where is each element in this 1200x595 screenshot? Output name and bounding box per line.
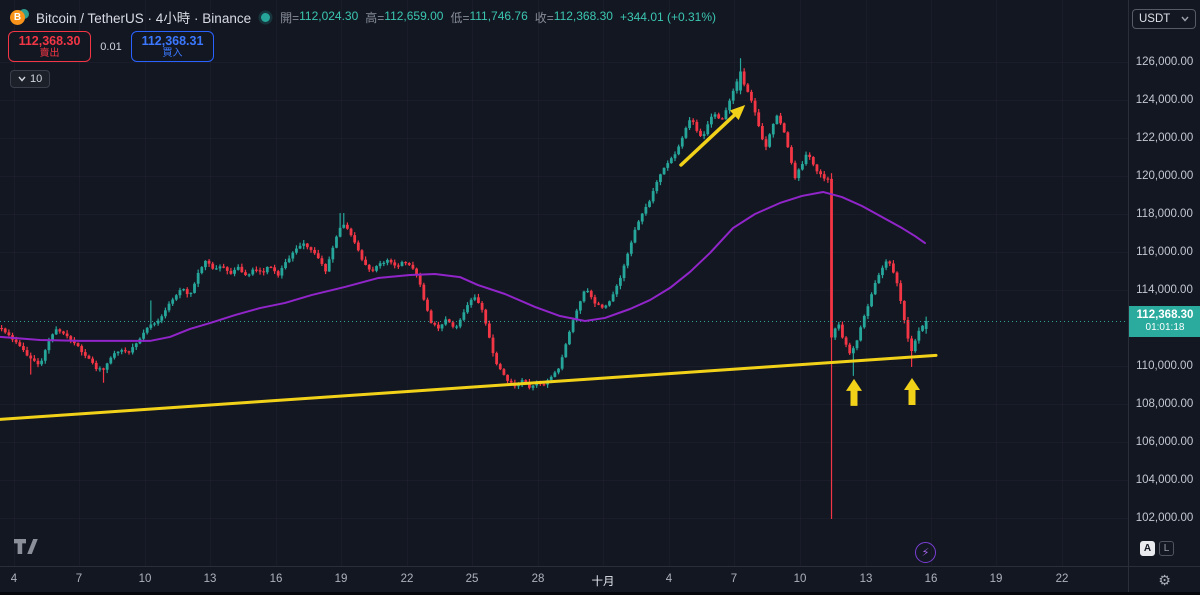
sell-label: 賣出 (39, 47, 60, 59)
buy-label: 買入 (162, 47, 183, 59)
time-axis-label: 10 (138, 573, 152, 585)
chart-legend: B Bitcoin / TetherUS · 4小時 · Binance 開= 1… (10, 7, 716, 27)
price-axis-label: 110,000.00 (1136, 360, 1193, 372)
symbol-pair-icon: B (10, 8, 29, 26)
price-axis-label: 114,000.00 (1136, 284, 1193, 296)
scale-mode-buttons: A L (1140, 541, 1174, 556)
countdown-widget-value: 10 (30, 73, 43, 85)
price-chart[interactable] (0, 0, 1128, 566)
trade-panel: 112,368.30 賣出 0.01 112,368.31 買入 (8, 31, 214, 62)
spread-value: 0.01 (100, 40, 122, 53)
currency-toggle-button[interactable]: USDT (1132, 9, 1196, 29)
symbol-title[interactable]: Bitcoin / TetherUS · 4小時 · Binance (36, 11, 252, 26)
ohlc-label: 低= (450, 10, 470, 25)
chevron-down-icon (1181, 16, 1189, 22)
sell-button[interactable]: 112,368.30 賣出 (8, 31, 91, 62)
time-axis-label: 16 (924, 573, 938, 585)
bottom-strip (0, 592, 1200, 595)
sell-price: 112,368.30 (18, 33, 81, 48)
price-axis-label: 122,000.00 (1135, 132, 1194, 144)
time-axis-label: 7 (75, 573, 83, 585)
current-price-label: 112,368.30 01:01:18 (1129, 306, 1200, 337)
price-axis[interactable]: USDT 126,000.00 124,000.00 122,000.00 120,0… (1128, 0, 1200, 566)
time-axis-label: 19 (989, 573, 1003, 585)
settings-gear-icon[interactable]: ⚙ (1158, 571, 1171, 588)
time-axis-label: 19 (334, 573, 348, 585)
time-axis-label: 4 (665, 573, 673, 585)
buy-price: 112,368.31 (141, 33, 204, 48)
price-change: +344.01 (+0.31%) (619, 10, 717, 24)
time-axis-label: 7 (730, 573, 738, 585)
time-axis-label: 13 (203, 573, 217, 585)
buy-button[interactable]: 112,368.31 買入 (131, 31, 214, 62)
chevron-down-icon (18, 76, 26, 82)
time-axis-label: 22 (1055, 573, 1069, 585)
ohlc-value: 112,024.30 (299, 8, 359, 23)
price-axis-label: 126,000.00 (1135, 56, 1194, 68)
candle-countdown-widget[interactable]: 10 (10, 70, 51, 88)
time-axis[interactable]: 4 7 10 13 16 19 22 25 28 十月 4 7 10 13 16 19 22 (0, 566, 1128, 592)
axis-settings-corner: ⚙ (1128, 566, 1200, 592)
currency-label: USDT (1139, 13, 1171, 25)
auto-scale-button[interactable]: A (1140, 541, 1155, 556)
time-axis-label: 22 (400, 573, 414, 585)
ohlc-values: 開= 112,024.30 高= 112,659.00 低= 111,746.76 收= 11… (280, 9, 716, 26)
time-axis-label: 十月 (591, 576, 615, 588)
ohlc-label: 開= (280, 10, 300, 25)
time-axis-label: 28 (531, 573, 545, 585)
time-axis-label: 25 (465, 573, 479, 585)
tradingview-logo[interactable] (13, 538, 39, 560)
price-axis-label: 124,000.00 (1135, 94, 1194, 106)
price-axis-label: 118,000.00 (1136, 208, 1193, 220)
tradingview-logo-icon (14, 539, 38, 554)
time-axis-label: 13 (859, 573, 873, 585)
time-axis-label: 4 (10, 573, 18, 585)
ohlc-label: 收= (534, 10, 554, 25)
ohlc-value: 112,659.00 (384, 8, 444, 23)
time-axis-label: 10 (793, 573, 807, 585)
ohlc-value: 112,368.30 (553, 8, 613, 23)
ohlc-value: 111,746.76 (469, 8, 528, 23)
bar-countdown-timer: 01:01:18 (1145, 322, 1185, 334)
price-axis-label: 104,000.00 (1135, 474, 1194, 486)
current-price-value: 112,368.30 (1136, 309, 1194, 322)
ohlc-label: 高= (365, 10, 385, 25)
price-axis-label: 108,000.00 (1135, 398, 1194, 410)
boost-lightning-icon[interactable]: ⚡ (915, 542, 936, 563)
price-axis-label: 120,000.00 (1135, 170, 1194, 182)
log-scale-button[interactable]: L (1159, 541, 1174, 556)
time-axis-label: 16 (269, 573, 283, 585)
market-status-icon[interactable] (261, 12, 271, 22)
price-axis-label: 102,000.00 (1135, 512, 1194, 524)
price-axis-label: 106,000.00 (1135, 436, 1194, 448)
price-axis-label: 116,000.00 (1136, 246, 1193, 258)
